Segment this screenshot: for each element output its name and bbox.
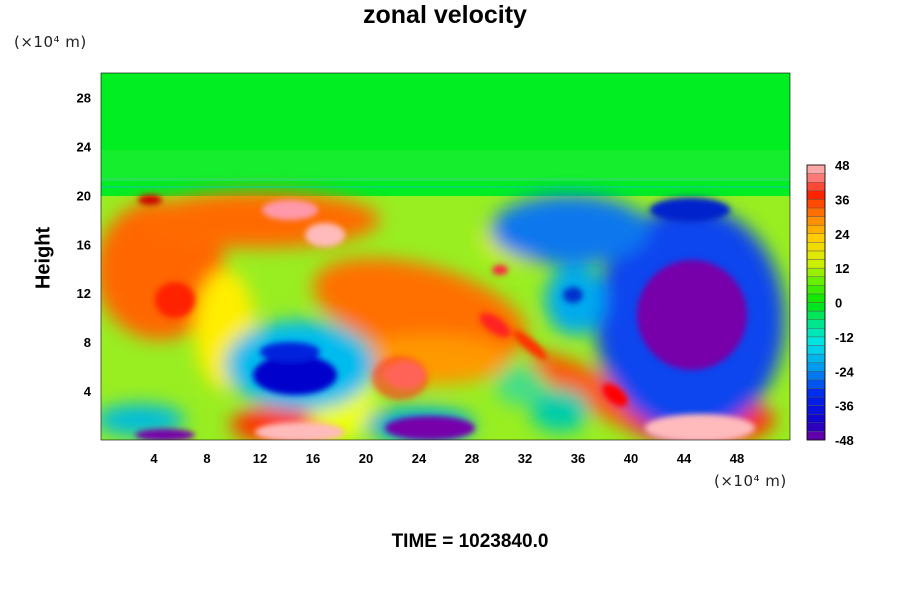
chart-title: zonal velocity — [363, 1, 527, 29]
x-tick-label: 12 — [253, 451, 267, 466]
x-tick-label: 20 — [359, 451, 373, 466]
colorbar-swatch — [806, 285, 826, 295]
y-tick-label: 16 — [77, 237, 91, 252]
colorbar-swatch — [806, 319, 826, 329]
colorbar-swatch — [806, 293, 826, 303]
colorbar-swatch — [806, 405, 826, 415]
colorbar-tick-label: -24 — [835, 364, 855, 379]
colorbar-tick-label: 48 — [835, 158, 849, 173]
colorbar-swatch — [806, 199, 826, 209]
y-tick-label: 28 — [77, 90, 91, 105]
x-tick-label: 4 — [150, 451, 158, 466]
colorbar-tick-label: -48 — [835, 433, 854, 448]
y-tick-label: 20 — [77, 188, 91, 203]
colorbar-swatch — [806, 276, 826, 286]
colorbar-swatch — [806, 207, 826, 217]
colorbar-swatch — [806, 224, 826, 234]
x-tick-label: 16 — [306, 451, 320, 466]
colorbar-swatch — [806, 345, 826, 355]
colorbar-swatch — [806, 362, 826, 372]
x-tick-label: 44 — [677, 451, 692, 466]
x-tick-label: 8 — [203, 451, 210, 466]
y-tick-label: 12 — [77, 286, 91, 301]
y-tick-label: 4 — [84, 384, 92, 399]
colorbar-swatch — [806, 267, 826, 277]
colorbar-swatch — [806, 379, 826, 389]
colorbar-swatch — [806, 259, 826, 269]
colorbar-swatch — [806, 233, 826, 243]
colorbar-swatch — [806, 396, 826, 406]
colorbar-swatch — [806, 190, 826, 200]
colorbar-tick-label: -12 — [835, 330, 854, 345]
colorbar-swatch — [806, 250, 826, 260]
y-tick-label: 8 — [84, 335, 91, 350]
colorbar-tick-label: 0 — [835, 296, 842, 311]
colorbar-swatch — [806, 388, 826, 398]
colorbar-swatch — [806, 242, 826, 252]
x-tick-label: 24 — [412, 451, 427, 466]
colorbar-tick-label: 12 — [835, 261, 849, 276]
colorbar-frame — [806, 164, 826, 441]
y-tick-label: 24 — [77, 139, 92, 154]
y-axis-unit: (×10⁴ m) — [14, 33, 87, 51]
x-tick-label: 40 — [624, 451, 638, 466]
x-tick-label: 36 — [571, 451, 585, 466]
colorbar-swatch — [806, 353, 826, 363]
colorbar-swatch — [806, 181, 826, 191]
x-axis-unit: (×10⁴ m) — [714, 472, 787, 490]
colorbar-swatch — [806, 422, 826, 432]
colorbar-tick-label: 36 — [835, 192, 849, 207]
x-tick-label: 28 — [465, 451, 479, 466]
colorbar-swatch — [806, 431, 826, 441]
heatmap-field — [101, 73, 790, 440]
colorbar-swatch — [806, 371, 826, 381]
colorbar-swatch — [806, 173, 826, 183]
colorbar-swatch — [806, 216, 826, 226]
time-label: TIME = 1023840.0 — [391, 531, 549, 552]
colorbar-swatch — [806, 414, 826, 424]
colorbar-tick-label: -36 — [835, 399, 854, 414]
colorbar-swatch — [806, 310, 826, 320]
colorbar-swatch — [806, 164, 826, 174]
colorbar-swatch — [806, 302, 826, 312]
x-tick-label: 48 — [730, 451, 744, 466]
colorbar-tick-label: 24 — [835, 227, 850, 242]
colorbar-swatch — [806, 336, 826, 346]
x-tick-label: 32 — [518, 451, 532, 466]
colorbar-swatch — [806, 328, 826, 338]
